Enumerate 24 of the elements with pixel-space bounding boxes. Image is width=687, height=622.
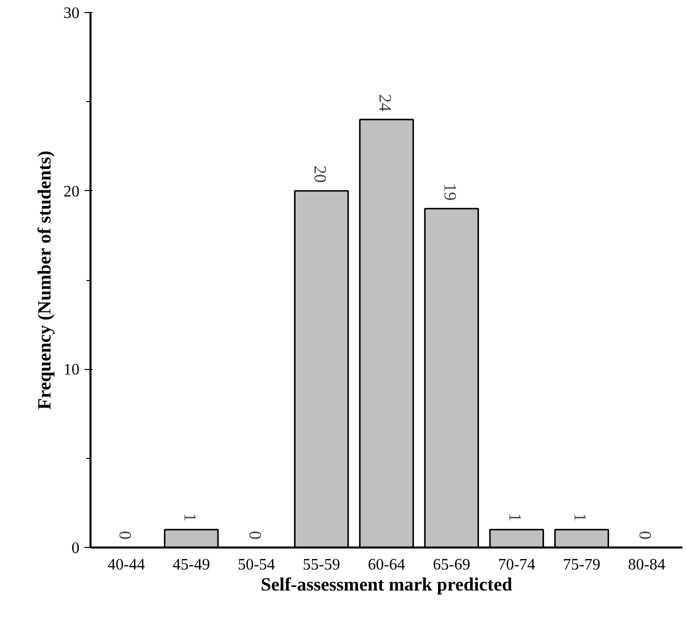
x-tick-label: 65-69 xyxy=(432,556,470,574)
x-axis-title: Self-assessment mark predicted xyxy=(260,574,513,596)
y-axis-title: Frequency (Number of students) xyxy=(34,150,56,410)
y-tick-label: 20 xyxy=(64,183,80,200)
data-label: 1 xyxy=(506,513,525,522)
y-tick-label: 30 xyxy=(64,5,80,22)
data-label: 0 xyxy=(636,530,655,540)
x-tick-label: 40-44 xyxy=(108,556,145,574)
x-tick-label: 45-49 xyxy=(172,556,210,574)
x-tick-label: 75-79 xyxy=(563,556,600,574)
data-label: 1 xyxy=(570,513,590,522)
data-label: 24 xyxy=(376,94,394,112)
y-tick-label: 0 xyxy=(72,540,80,557)
x-tick-label: 60-64 xyxy=(368,556,406,574)
x-tick-label: 70-74 xyxy=(498,556,536,574)
data-label: 0 xyxy=(245,530,264,540)
data-label: 19 xyxy=(440,183,460,201)
data-label: 20 xyxy=(310,166,330,183)
x-tick-label: 50-54 xyxy=(238,556,276,574)
x-tick-label: 80-84 xyxy=(628,556,666,574)
y-tick-label: 10 xyxy=(64,362,80,379)
data-label: 1 xyxy=(180,513,200,522)
x-tick-label: 55-59 xyxy=(302,556,340,574)
data-label: 0 xyxy=(115,530,134,540)
